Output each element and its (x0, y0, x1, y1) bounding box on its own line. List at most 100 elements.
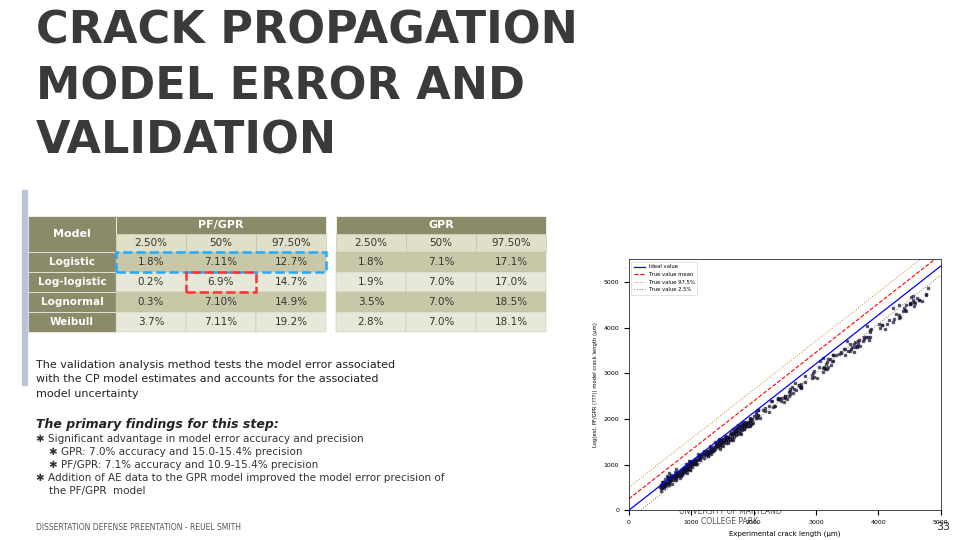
Point (681, 461, 696, 470)
Point (688, 460, 704, 468)
Point (872, 324, 887, 333)
Point (677, 464, 692, 472)
Point (912, 295, 927, 304)
Point (850, 342, 865, 351)
Point (721, 433, 736, 441)
Point (712, 438, 728, 447)
Point (740, 419, 756, 428)
Text: 18.1%: 18.1% (494, 317, 528, 327)
Point (751, 410, 766, 419)
Point (735, 420, 751, 428)
Point (729, 429, 744, 437)
Point (861, 336, 876, 345)
Bar (256, 312, 326, 332)
Point (892, 301, 907, 309)
Point (728, 429, 743, 438)
Point (707, 445, 722, 454)
Point (671, 471, 686, 480)
Point (668, 474, 684, 482)
Point (820, 365, 835, 374)
Point (656, 482, 671, 490)
Point (825, 350, 840, 359)
Point (711, 439, 727, 448)
Point (683, 463, 698, 472)
Point (673, 469, 688, 478)
Point (693, 453, 708, 462)
Point (663, 474, 679, 483)
Point (875, 320, 890, 329)
Point (856, 335, 872, 343)
Point (655, 484, 670, 492)
Text: 7.11%: 7.11% (204, 317, 237, 327)
Point (663, 471, 679, 480)
Point (815, 367, 830, 376)
Text: ✱ PF/GPR: 7.1% accuracy and 10.9-15.4% precision: ✱ PF/GPR: 7.1% accuracy and 10.9-15.4% p… (36, 460, 319, 470)
Point (667, 474, 683, 482)
Point (901, 299, 917, 308)
Point (743, 419, 758, 428)
Point (920, 284, 935, 292)
Point (689, 456, 705, 464)
Point (718, 434, 733, 442)
Text: 97.50%: 97.50% (271, 238, 311, 248)
Point (709, 438, 725, 447)
Bar (116, 252, 186, 272)
Point (712, 442, 728, 450)
Point (747, 411, 762, 420)
Point (714, 438, 730, 447)
Text: 7.0%: 7.0% (428, 317, 454, 327)
Bar (476, 312, 546, 332)
Point (702, 442, 717, 450)
Point (905, 291, 921, 300)
Point (737, 419, 753, 428)
Point (738, 423, 754, 431)
Point (860, 322, 876, 331)
Point (660, 480, 675, 488)
Point (902, 299, 918, 308)
Point (816, 354, 831, 363)
Text: 14.9%: 14.9% (275, 297, 307, 307)
Point (680, 469, 695, 477)
Point (825, 356, 840, 365)
Point (711, 440, 727, 449)
Text: 33: 33 (936, 522, 950, 532)
Point (669, 471, 684, 480)
Point (731, 429, 746, 438)
Point (735, 421, 751, 430)
Point (684, 458, 699, 467)
Bar (116, 234, 186, 252)
Point (660, 473, 676, 482)
Point (654, 481, 669, 489)
Point (685, 458, 701, 467)
Point (787, 379, 803, 388)
Point (679, 460, 694, 468)
Point (653, 482, 668, 490)
Text: DISSERTATION DEFENSE PREENTATION - REUEL SMITH: DISSERTATION DEFENSE PREENTATION - REUEL… (36, 523, 241, 532)
Point (717, 433, 732, 442)
Text: 1.9%: 1.9% (358, 277, 384, 287)
Point (897, 303, 912, 312)
Bar (116, 252, 326, 272)
Point (688, 455, 704, 464)
Point (745, 418, 760, 427)
Point (655, 481, 670, 490)
Bar (186, 252, 256, 272)
Point (879, 320, 895, 329)
Point (819, 357, 834, 366)
Point (828, 350, 844, 359)
Point (820, 363, 835, 372)
Point (770, 394, 785, 403)
Bar (186, 312, 256, 332)
Point (777, 393, 792, 402)
Point (708, 444, 723, 453)
Point (833, 349, 849, 357)
Point (725, 435, 740, 444)
Point (704, 446, 719, 454)
Point (886, 315, 901, 324)
Text: ✱ GPR: 7.0% accuracy and 15.0-15.4% precision: ✱ GPR: 7.0% accuracy and 15.0-15.4% prec… (36, 447, 302, 457)
Point (686, 460, 702, 468)
Text: 17.0%: 17.0% (494, 277, 527, 287)
Point (738, 418, 754, 427)
Point (712, 443, 728, 451)
Point (852, 342, 867, 350)
